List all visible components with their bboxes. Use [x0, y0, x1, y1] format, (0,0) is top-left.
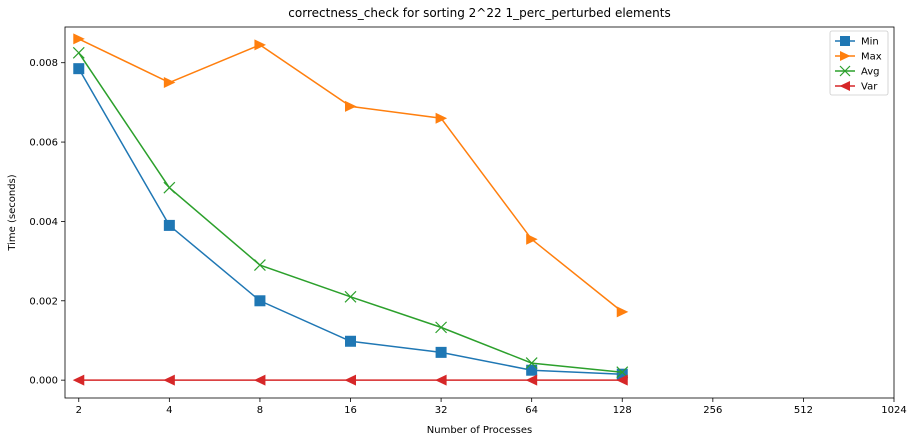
x-tick-label: 512	[794, 405, 813, 416]
legend-marker	[839, 81, 850, 91]
legend-marker	[840, 51, 851, 61]
legend-marker	[839, 65, 851, 77]
data-point-var	[435, 374, 447, 386]
data-point-min	[435, 346, 447, 358]
data-point-avg	[254, 259, 266, 271]
x-axis: 2 4 8 16 32 64 128 256 512 1024	[76, 398, 907, 416]
legend-label: Max	[861, 52, 882, 63]
x-tick-label: 16	[344, 405, 357, 416]
data-point-max	[526, 233, 538, 245]
data-point-max	[345, 100, 357, 112]
y-tick-label: 0.006	[29, 138, 58, 149]
series-min	[73, 63, 628, 380]
x-tick-label: 256	[703, 405, 722, 416]
data-point-var	[72, 374, 85, 386]
x-tick-label: 2	[76, 405, 82, 416]
series-max	[73, 33, 629, 318]
y-axis-label: Time (seconds)	[7, 174, 18, 251]
data-point-min	[254, 295, 266, 307]
legend-item-avg: Avg	[835, 65, 880, 78]
x-tick-label: 64	[525, 405, 538, 416]
data-point-var	[253, 374, 266, 386]
data-point-avg	[163, 181, 176, 194]
series-var	[72, 374, 628, 386]
legend: Min Max Avg Var	[829, 30, 889, 96]
series-avg	[72, 46, 629, 379]
data-point-avg	[344, 290, 357, 303]
data-point-min	[73, 63, 85, 75]
legend-item-var: Var	[835, 81, 878, 93]
plot-area	[64, 26, 895, 399]
x-axis-label: Number of Processes	[427, 425, 532, 436]
y-axis: 0.000 0.002 0.004 0.006 0.008	[29, 58, 65, 387]
y-tick-label: 0.002	[29, 296, 58, 307]
legend-marker	[840, 36, 850, 46]
x-tick-label: 128	[613, 405, 632, 416]
data-point-max	[73, 33, 85, 45]
data-point-max	[163, 77, 176, 89]
data-point-min	[345, 335, 357, 347]
legend-box	[829, 30, 889, 96]
data-point-var	[163, 374, 175, 386]
legend-label: Var	[861, 82, 878, 93]
series-layer	[72, 33, 629, 386]
legend-label: Min	[861, 37, 879, 48]
data-point-max	[616, 306, 629, 318]
data-point-avg	[435, 321, 448, 334]
y-tick-label: 0.000	[29, 376, 58, 387]
legend-label: Avg	[861, 67, 880, 78]
y-tick-label: 0.004	[29, 217, 58, 228]
data-point-min	[616, 368, 628, 380]
data-point-avg	[72, 46, 85, 59]
data-point-var	[616, 374, 628, 386]
data-point-min	[526, 364, 538, 376]
x-tick-label: 4	[166, 405, 172, 416]
x-tick-label: 1024	[881, 405, 906, 416]
x-tick-label: 8	[257, 405, 263, 416]
data-point-max	[254, 39, 266, 51]
legend-item-min: Min	[835, 36, 879, 48]
x-tick-label: 32	[435, 405, 448, 416]
data-point-avg	[525, 357, 538, 370]
data-point-var	[525, 374, 538, 386]
data-point-var	[344, 374, 357, 386]
y-tick-label: 0.008	[29, 58, 58, 69]
legend-item-max: Max	[835, 51, 882, 63]
data-point-min	[163, 219, 175, 231]
data-point-max	[435, 112, 448, 124]
chart-title: correctness_check for sorting 2^22 1_per…	[288, 6, 670, 20]
